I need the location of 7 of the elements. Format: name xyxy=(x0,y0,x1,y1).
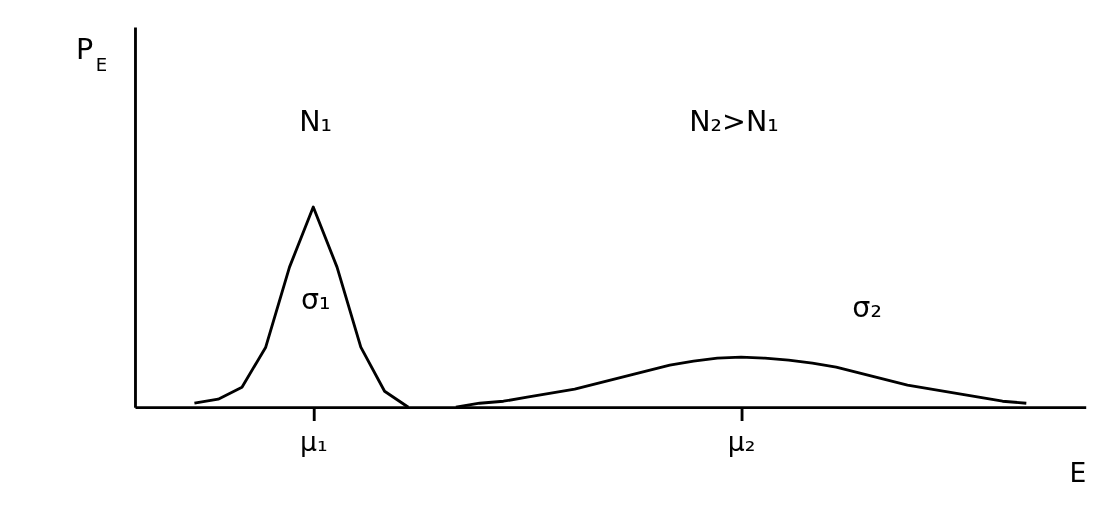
text: N₁ xyxy=(299,104,333,138)
x-axis-title: E xyxy=(1069,456,1087,488)
annotation: σ₁ xyxy=(300,283,331,317)
x-tick-label: μ₁ xyxy=(299,426,328,458)
text: N₂>N₁ xyxy=(689,104,779,138)
annotation: σ₂ xyxy=(852,290,882,324)
x-tick-label: μ₂ xyxy=(727,426,756,458)
